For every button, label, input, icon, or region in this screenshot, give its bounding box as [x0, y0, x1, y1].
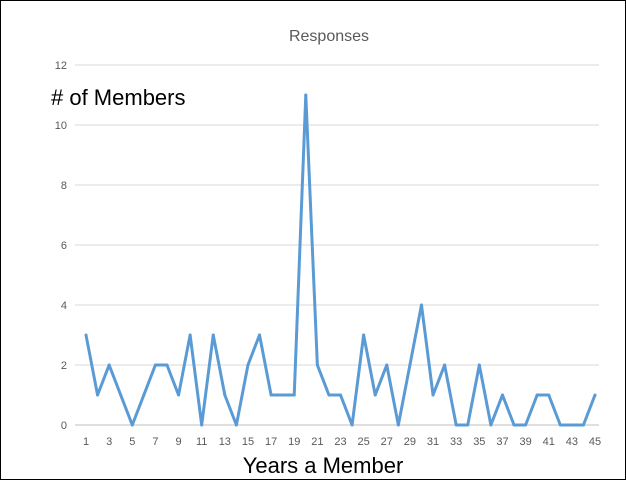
data-point — [177, 393, 181, 397]
x-tick-label: 11 — [196, 436, 207, 448]
y-tick-label: 10 — [55, 120, 67, 132]
data-point — [107, 363, 111, 367]
x-tick-label: 31 — [427, 436, 439, 448]
data-point — [466, 423, 470, 427]
data-point — [581, 423, 585, 427]
data-point — [419, 303, 423, 307]
data-point — [547, 393, 551, 397]
chart-title: Responses — [289, 28, 369, 45]
y-axis-label: # of Members — [51, 85, 186, 110]
data-point — [246, 363, 250, 367]
data-point — [258, 333, 262, 337]
data-point — [489, 423, 493, 427]
data-point — [408, 363, 412, 367]
data-point — [96, 393, 100, 397]
data-point — [130, 423, 134, 427]
data-point — [304, 93, 308, 97]
x-tick-label: 27 — [381, 436, 393, 448]
y-tick-label: 4 — [61, 300, 67, 312]
data-point — [350, 423, 354, 427]
x-tick-label: 45 — [589, 436, 601, 448]
x-tick-label: 21 — [311, 436, 323, 448]
y-tick-label: 8 — [61, 180, 67, 192]
data-point — [165, 363, 169, 367]
data-point — [211, 333, 215, 337]
x-tick-label: 5 — [129, 436, 135, 448]
x-tick-label: 17 — [265, 436, 277, 448]
y-axis-ticks: 0 2 4 6 8 10 12 — [55, 60, 67, 432]
data-point — [524, 423, 528, 427]
y-tick-label: 6 — [61, 240, 67, 252]
data-point — [188, 333, 192, 337]
x-tick-label: 9 — [175, 436, 181, 448]
data-point — [500, 393, 504, 397]
data-point — [223, 393, 227, 397]
x-tick-label: 29 — [404, 436, 416, 448]
data-point — [431, 393, 435, 397]
y-tick-label: 2 — [61, 360, 67, 372]
x-tick-label: 19 — [288, 436, 300, 448]
x-tick-label: 15 — [242, 436, 254, 448]
x-axis-label: Years a Member — [243, 453, 404, 478]
y-tick-label: 12 — [55, 60, 67, 72]
data-point — [362, 333, 366, 337]
x-tick-label: 1 — [83, 436, 89, 448]
x-tick-label: 23 — [334, 436, 346, 448]
data-point — [535, 393, 539, 397]
data-point — [443, 363, 447, 367]
y-tick-label: 0 — [61, 420, 67, 432]
data-point — [269, 393, 273, 397]
series-line — [84, 93, 597, 427]
x-tick-label: 39 — [519, 436, 531, 448]
x-tick-label: 7 — [152, 436, 158, 448]
data-point — [396, 423, 400, 427]
data-point — [153, 363, 157, 367]
data-point — [281, 393, 285, 397]
x-tick-label: 25 — [358, 436, 370, 448]
data-point — [570, 423, 574, 427]
data-point — [373, 393, 377, 397]
data-point — [558, 423, 562, 427]
data-point — [315, 363, 319, 367]
data-point — [327, 393, 331, 397]
data-point — [385, 363, 389, 367]
data-point — [477, 363, 481, 367]
x-tick-label: 3 — [106, 436, 112, 448]
data-point — [119, 393, 123, 397]
data-point — [200, 423, 204, 427]
x-tick-label: 37 — [496, 436, 508, 448]
data-point — [593, 393, 597, 397]
x-tick-label: 13 — [219, 436, 231, 448]
data-point — [142, 393, 146, 397]
data-point — [84, 333, 88, 337]
x-tick-label: 43 — [566, 436, 578, 448]
data-point — [292, 393, 296, 397]
x-axis-ticks: 1 3 5 7 9 11 13 15 17 19 21 23 25 27 29 31 33 35 37 39 41 43 4… — [83, 436, 601, 448]
data-point — [339, 393, 342, 397]
x-tick-label: 33 — [450, 436, 462, 448]
data-point — [454, 423, 458, 427]
series-group — [84, 93, 597, 427]
x-tick-label: 41 — [543, 436, 555, 448]
data-point — [234, 423, 238, 427]
data-point — [512, 423, 516, 427]
x-tick-label: 35 — [473, 436, 485, 448]
